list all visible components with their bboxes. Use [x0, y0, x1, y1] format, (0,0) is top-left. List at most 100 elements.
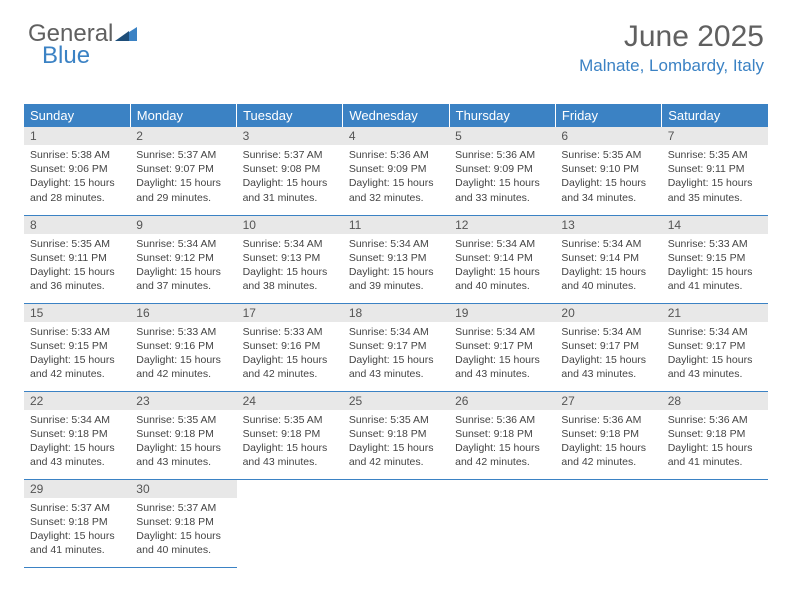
day-body: Sunrise: 5:34 AMSunset: 9:17 PMDaylight:… — [343, 322, 449, 386]
day-number: 1 — [24, 127, 130, 145]
daylight-line: Daylight: 15 hours and 43 minutes. — [455, 353, 549, 381]
day-body: Sunrise: 5:34 AMSunset: 9:17 PMDaylight:… — [555, 322, 661, 386]
sunrise-line: Sunrise: 5:37 AM — [30, 501, 124, 515]
day-number: 16 — [130, 304, 236, 322]
sunrise-line: Sunrise: 5:38 AM — [30, 148, 124, 162]
sunset-line: Sunset: 9:13 PM — [349, 251, 443, 265]
sunrise-line: Sunrise: 5:37 AM — [136, 501, 230, 515]
day-cell: 25Sunrise: 5:35 AMSunset: 9:18 PMDayligh… — [343, 391, 449, 479]
daylight-line: Daylight: 15 hours and 38 minutes. — [243, 265, 337, 293]
sunset-line: Sunset: 9:11 PM — [668, 162, 762, 176]
daylight-line: Daylight: 15 hours and 42 minutes. — [243, 353, 337, 381]
header-row: Sunday Monday Tuesday Wednesday Thursday… — [24, 104, 768, 127]
day-number: 2 — [130, 127, 236, 145]
day-number: 6 — [555, 127, 661, 145]
sunrise-line: Sunrise: 5:35 AM — [561, 148, 655, 162]
sunset-line: Sunset: 9:13 PM — [243, 251, 337, 265]
day-body: Sunrise: 5:37 AMSunset: 9:08 PMDaylight:… — [237, 145, 343, 209]
day-cell: 8Sunrise: 5:35 AMSunset: 9:11 PMDaylight… — [24, 215, 130, 303]
col-saturday: Saturday — [662, 104, 768, 127]
sunrise-line: Sunrise: 5:34 AM — [561, 325, 655, 339]
day-cell: 16Sunrise: 5:33 AMSunset: 9:16 PMDayligh… — [130, 303, 236, 391]
day-number: 20 — [555, 304, 661, 322]
day-number: 27 — [555, 392, 661, 410]
daylight-line: Daylight: 15 hours and 39 minutes. — [349, 265, 443, 293]
day-cell — [555, 479, 661, 567]
day-number: 14 — [662, 216, 768, 234]
sunset-line: Sunset: 9:06 PM — [30, 162, 124, 176]
col-wednesday: Wednesday — [343, 104, 449, 127]
sunrise-line: Sunrise: 5:34 AM — [455, 237, 549, 251]
day-cell: 17Sunrise: 5:33 AMSunset: 9:16 PMDayligh… — [237, 303, 343, 391]
sunrise-line: Sunrise: 5:35 AM — [349, 413, 443, 427]
sunset-line: Sunset: 9:18 PM — [136, 427, 230, 441]
week-row: 29Sunrise: 5:37 AMSunset: 9:18 PMDayligh… — [24, 479, 768, 567]
day-cell: 22Sunrise: 5:34 AMSunset: 9:18 PMDayligh… — [24, 391, 130, 479]
day-body: Sunrise: 5:34 AMSunset: 9:13 PMDaylight:… — [237, 234, 343, 298]
day-cell: 7Sunrise: 5:35 AMSunset: 9:11 PMDaylight… — [662, 127, 768, 215]
day-cell: 6Sunrise: 5:35 AMSunset: 9:10 PMDaylight… — [555, 127, 661, 215]
day-body: Sunrise: 5:37 AMSunset: 9:18 PMDaylight:… — [130, 498, 236, 562]
day-number: 19 — [449, 304, 555, 322]
sunrise-line: Sunrise: 5:34 AM — [455, 325, 549, 339]
daylight-line: Daylight: 15 hours and 36 minutes. — [30, 265, 124, 293]
sunrise-line: Sunrise: 5:33 AM — [668, 237, 762, 251]
day-cell: 2Sunrise: 5:37 AMSunset: 9:07 PMDaylight… — [130, 127, 236, 215]
sunrise-line: Sunrise: 5:34 AM — [349, 237, 443, 251]
day-number: 8 — [24, 216, 130, 234]
daylight-line: Daylight: 15 hours and 33 minutes. — [455, 176, 549, 204]
day-body: Sunrise: 5:34 AMSunset: 9:18 PMDaylight:… — [24, 410, 130, 474]
day-cell: 11Sunrise: 5:34 AMSunset: 9:13 PMDayligh… — [343, 215, 449, 303]
col-monday: Monday — [130, 104, 236, 127]
day-cell: 23Sunrise: 5:35 AMSunset: 9:18 PMDayligh… — [130, 391, 236, 479]
day-number: 15 — [24, 304, 130, 322]
sunrise-line: Sunrise: 5:35 AM — [30, 237, 124, 251]
logo-triangle-icon — [115, 22, 137, 46]
day-body: Sunrise: 5:38 AMSunset: 9:06 PMDaylight:… — [24, 145, 130, 209]
day-number: 25 — [343, 392, 449, 410]
sunset-line: Sunset: 9:18 PM — [136, 515, 230, 529]
sunset-line: Sunset: 9:08 PM — [243, 162, 337, 176]
day-number: 7 — [662, 127, 768, 145]
day-number: 12 — [449, 216, 555, 234]
day-body: Sunrise: 5:35 AMSunset: 9:11 PMDaylight:… — [24, 234, 130, 298]
sunset-line: Sunset: 9:10 PM — [561, 162, 655, 176]
sunrise-line: Sunrise: 5:37 AM — [136, 148, 230, 162]
sunset-line: Sunset: 9:17 PM — [349, 339, 443, 353]
sunset-line: Sunset: 9:18 PM — [668, 427, 762, 441]
day-number: 29 — [24, 480, 130, 498]
sunrise-line: Sunrise: 5:37 AM — [243, 148, 337, 162]
day-number: 21 — [662, 304, 768, 322]
day-body: Sunrise: 5:34 AMSunset: 9:17 PMDaylight:… — [449, 322, 555, 386]
calendar-table: Sunday Monday Tuesday Wednesday Thursday… — [24, 104, 768, 568]
sunset-line: Sunset: 9:14 PM — [561, 251, 655, 265]
location: Malnate, Lombardy, Italy — [579, 56, 764, 76]
day-number: 10 — [237, 216, 343, 234]
daylight-line: Daylight: 15 hours and 28 minutes. — [30, 176, 124, 204]
daylight-line: Daylight: 15 hours and 37 minutes. — [136, 265, 230, 293]
day-number: 28 — [662, 392, 768, 410]
sunrise-line: Sunrise: 5:34 AM — [136, 237, 230, 251]
daylight-line: Daylight: 15 hours and 43 minutes. — [668, 353, 762, 381]
daylight-line: Daylight: 15 hours and 43 minutes. — [243, 441, 337, 469]
sunrise-line: Sunrise: 5:36 AM — [455, 413, 549, 427]
daylight-line: Daylight: 15 hours and 40 minutes. — [136, 529, 230, 557]
day-cell — [237, 479, 343, 567]
sunrise-line: Sunrise: 5:34 AM — [349, 325, 443, 339]
week-row: 15Sunrise: 5:33 AMSunset: 9:15 PMDayligh… — [24, 303, 768, 391]
day-body: Sunrise: 5:35 AMSunset: 9:11 PMDaylight:… — [662, 145, 768, 209]
daylight-line: Daylight: 15 hours and 42 minutes. — [561, 441, 655, 469]
daylight-line: Daylight: 15 hours and 29 minutes. — [136, 176, 230, 204]
day-body: Sunrise: 5:33 AMSunset: 9:15 PMDaylight:… — [24, 322, 130, 386]
header-right: June 2025 Malnate, Lombardy, Italy — [579, 20, 764, 76]
day-cell: 29Sunrise: 5:37 AMSunset: 9:18 PMDayligh… — [24, 479, 130, 567]
sunset-line: Sunset: 9:17 PM — [455, 339, 549, 353]
day-body: Sunrise: 5:33 AMSunset: 9:15 PMDaylight:… — [662, 234, 768, 298]
day-body: Sunrise: 5:37 AMSunset: 9:07 PMDaylight:… — [130, 145, 236, 209]
daylight-line: Daylight: 15 hours and 43 minutes. — [561, 353, 655, 381]
day-cell: 14Sunrise: 5:33 AMSunset: 9:15 PMDayligh… — [662, 215, 768, 303]
daylight-line: Daylight: 15 hours and 40 minutes. — [455, 265, 549, 293]
day-number: 18 — [343, 304, 449, 322]
day-cell: 20Sunrise: 5:34 AMSunset: 9:17 PMDayligh… — [555, 303, 661, 391]
day-number: 30 — [130, 480, 236, 498]
